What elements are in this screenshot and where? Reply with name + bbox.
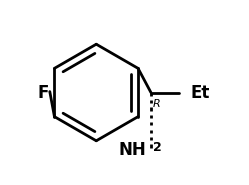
Text: 2: 2 [153,141,162,154]
Text: NH: NH [119,141,146,159]
Text: R: R [153,99,160,109]
Text: Et: Et [190,83,209,102]
Text: F: F [38,83,49,102]
